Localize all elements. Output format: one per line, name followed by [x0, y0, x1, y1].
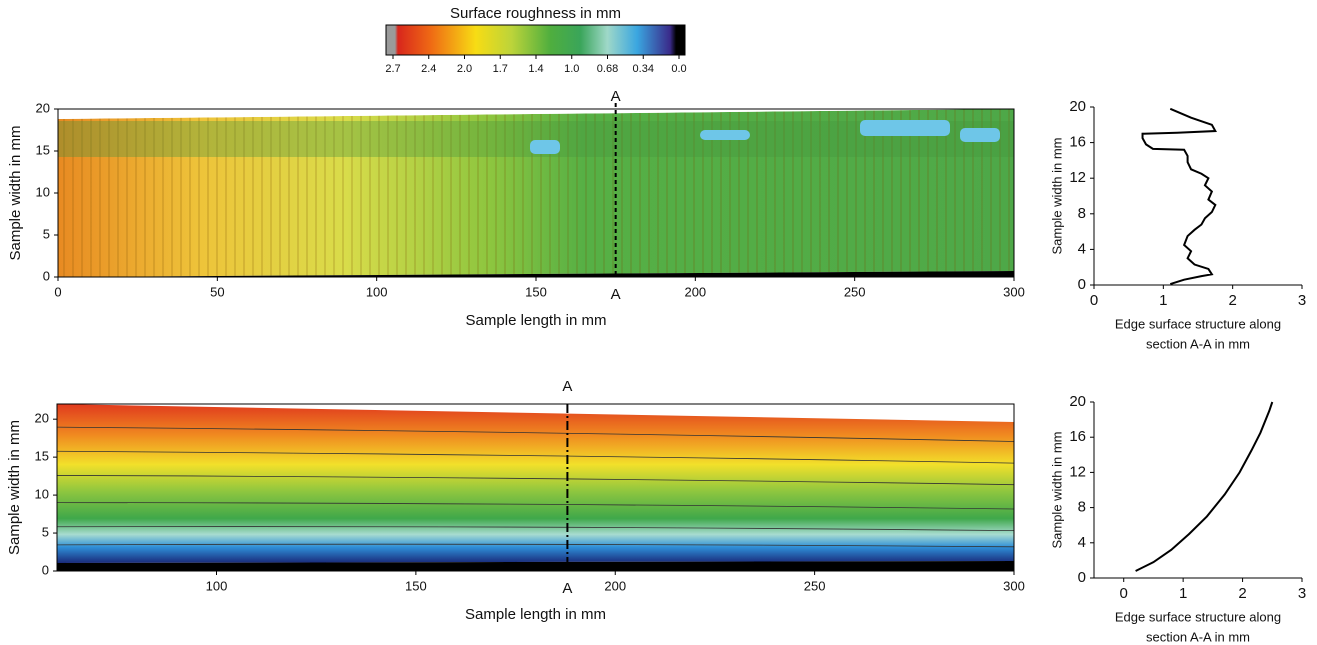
y-tick-label: 16 [1069, 134, 1086, 151]
y-tick-label: 5 [42, 524, 49, 539]
x-axis-label: section A-A in mm [1146, 336, 1250, 351]
surface-gap [58, 109, 1014, 119]
x-tick-label: 0 [54, 284, 61, 299]
contour [56, 475, 1015, 486]
colorbar-title: Surface roughness in mm [450, 5, 621, 22]
surface-patch [960, 128, 1000, 142]
x-axis-label: Sample length in mm [465, 606, 606, 623]
x-tick-label: 200 [684, 284, 706, 299]
surface [57, 404, 1014, 563]
x-tick-label: 3 [1298, 292, 1306, 309]
section-label: A [562, 580, 572, 597]
y-tick-label: 12 [1069, 463, 1086, 480]
y-tick-label: 0 [42, 562, 49, 577]
x-tick-label: 3 [1298, 585, 1306, 602]
y-axis-label: Sample width in mm [1049, 431, 1064, 548]
surface-texture [58, 109, 1014, 277]
surface-patch [700, 130, 750, 140]
y-tick-label: 0 [43, 268, 50, 283]
contour [56, 526, 1015, 531]
contour [56, 543, 1015, 548]
surface-gap [57, 561, 1014, 571]
x-tick-label: 150 [525, 284, 547, 299]
y-axis-label: Sample width in mm [1049, 137, 1064, 254]
y-tick-label: 4 [1078, 240, 1086, 257]
y-tick-label: 16 [1069, 428, 1086, 445]
y-tick-label: 12 [1069, 169, 1086, 186]
colorbar [385, 24, 686, 56]
y-tick-label: 8 [1078, 205, 1086, 222]
y-tick-label: 4 [1078, 534, 1086, 551]
x-tick-label: 2 [1228, 292, 1236, 309]
x-axis-label: Sample length in mm [466, 312, 607, 329]
colorbar-tick-label: 2.4 [421, 63, 436, 75]
contour [56, 426, 1015, 442]
y-tick-label: 15 [36, 142, 50, 157]
x-tick-label: 300 [1003, 284, 1025, 299]
y-axis-label: Sample width in mm [6, 420, 23, 555]
data-line [1135, 401, 1274, 572]
x-tick-label: 0 [1120, 585, 1128, 602]
surface-gap [58, 271, 1014, 277]
y-tick-label: 15 [35, 449, 49, 464]
x-tick-label: 200 [604, 578, 626, 593]
data-line [1141, 107, 1217, 286]
x-axis-label: Edge surface structure along [1115, 609, 1281, 624]
colorbar-tick-label: 1.7 [493, 63, 508, 75]
x-tick-label: 150 [405, 578, 427, 593]
y-tick-label: 20 [36, 100, 50, 115]
colorbar-tick-label: 0.0 [671, 63, 686, 75]
x-tick-label: 100 [366, 284, 388, 299]
section-label: A [611, 88, 621, 105]
section-label: A [562, 378, 572, 395]
y-tick-label: 20 [1069, 98, 1086, 115]
x-tick-label: 1 [1179, 585, 1187, 602]
plot-frame [56, 403, 1015, 572]
colorbar-tick-label: 0.34 [633, 63, 654, 75]
colorbar-tick-label: 1.4 [528, 63, 543, 75]
x-tick-label: 0 [1090, 292, 1098, 309]
x-tick-label: 2 [1238, 585, 1246, 602]
surface-patch [530, 140, 560, 154]
x-tick-label: 300 [1003, 578, 1025, 593]
y-tick-label: 5 [43, 226, 50, 241]
colorbar-tick-label: 0.68 [597, 63, 618, 75]
y-tick-label: 20 [35, 411, 49, 426]
x-axis-label: section A-A in mm [1146, 629, 1250, 644]
section-label: A [611, 286, 621, 303]
x-tick-label: 1 [1159, 292, 1167, 309]
contour [56, 450, 1015, 464]
y-tick-label: 0 [1078, 569, 1086, 586]
x-tick-label: 250 [804, 578, 826, 593]
y-tick-label: 10 [36, 184, 50, 199]
y-tick-label: 0 [1078, 276, 1086, 293]
colorbar-tick-label: 1.0 [564, 63, 579, 75]
x-tick-label: 250 [844, 284, 866, 299]
x-tick-label: 50 [210, 284, 224, 299]
surface-patch [860, 120, 950, 136]
y-tick-label: 8 [1078, 499, 1086, 516]
colorbar-tick-label: 2.7 [385, 63, 400, 75]
contour [56, 502, 1015, 510]
y-tick-label: 20 [1069, 393, 1086, 410]
x-tick-label: 100 [206, 578, 228, 593]
y-axis-label: Sample width in mm [7, 125, 24, 260]
x-axis-label: Edge surface structure along [1115, 316, 1281, 331]
y-tick-label: 10 [35, 487, 49, 502]
colorbar-tick-label: 2.0 [457, 63, 472, 75]
